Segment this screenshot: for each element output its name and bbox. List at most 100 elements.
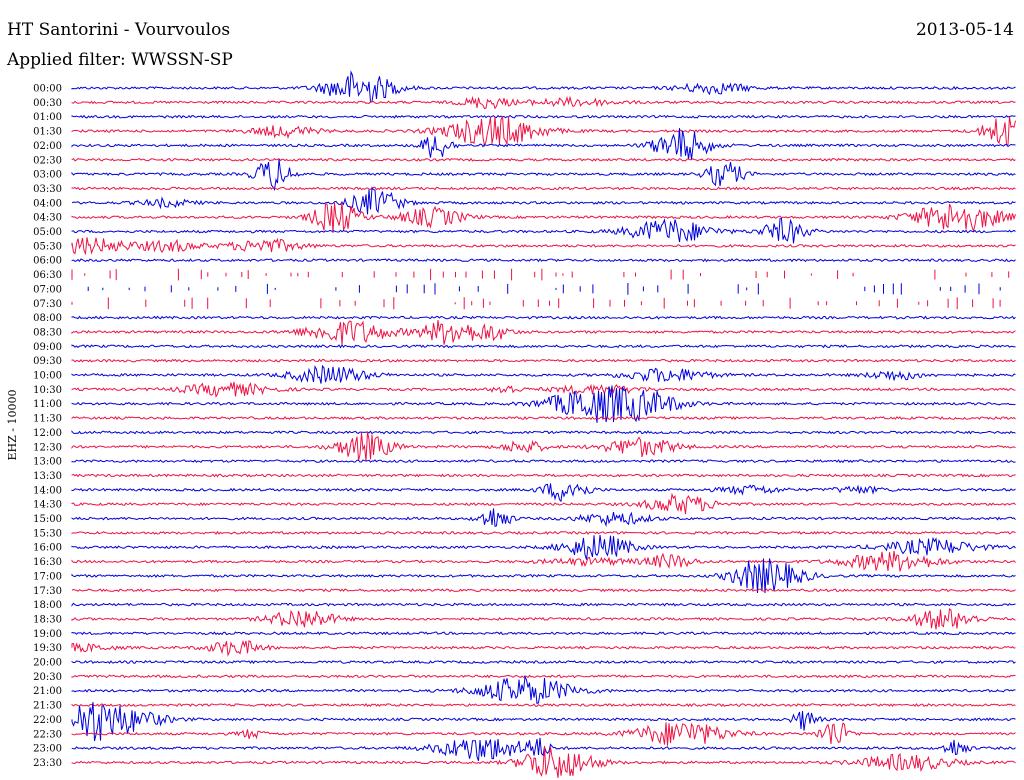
trace-line bbox=[71, 588, 1016, 593]
trace-line bbox=[71, 639, 1016, 657]
trace-line bbox=[87, 283, 1001, 295]
time-label: 13:30 bbox=[33, 471, 62, 482]
y-axis-label: EHZ - 10000 bbox=[6, 390, 19, 461]
trace-line bbox=[71, 364, 1016, 384]
trace-line bbox=[71, 114, 1016, 119]
trace-line bbox=[71, 602, 1016, 607]
time-label: 18:00 bbox=[33, 600, 62, 611]
trace-line bbox=[71, 473, 1016, 478]
filter-label: Applied filter: bbox=[7, 50, 126, 70]
trace-line bbox=[71, 508, 1016, 528]
trace-line bbox=[71, 201, 1016, 234]
time-label: 17:30 bbox=[33, 586, 62, 597]
trace-line bbox=[71, 358, 1016, 363]
time-label: 00:30 bbox=[33, 98, 62, 109]
time-label: 19:00 bbox=[33, 629, 62, 640]
time-label: 04:00 bbox=[33, 198, 62, 209]
trace-line bbox=[71, 115, 1016, 148]
trace-line bbox=[71, 385, 1016, 423]
time-label: 07:30 bbox=[33, 299, 62, 310]
time-label: 20:00 bbox=[33, 658, 62, 669]
time-label: 14:30 bbox=[33, 500, 62, 511]
time-label: 23:30 bbox=[33, 758, 62, 769]
time-label: 06:00 bbox=[33, 256, 62, 267]
trace-line bbox=[71, 70, 1016, 103]
time-label: 02:30 bbox=[33, 155, 62, 166]
trace-line bbox=[71, 492, 1016, 515]
time-label: 15:30 bbox=[33, 528, 62, 539]
time-labels: 00:00 00:30 01:00 01:30 02:00 02:30 03:00 03:30… bbox=[33, 84, 62, 769]
trace-line bbox=[71, 674, 1016, 679]
trace-line bbox=[71, 381, 1016, 398]
trace-line bbox=[71, 722, 1016, 746]
time-label: 22:30 bbox=[33, 729, 62, 740]
record-date: 2013-05-14 bbox=[915, 20, 1014, 40]
time-label: 18:30 bbox=[33, 614, 62, 625]
trace-line bbox=[71, 186, 1016, 191]
trace-line bbox=[71, 737, 1016, 761]
time-label: 10:30 bbox=[33, 385, 62, 396]
time-label: 05:30 bbox=[33, 241, 62, 252]
time-label: 08:30 bbox=[33, 327, 62, 338]
trace-line bbox=[71, 702, 1016, 742]
time-label: 07:00 bbox=[33, 284, 62, 295]
time-label: 06:30 bbox=[33, 270, 62, 281]
filter-line: Applied filter: WWSSN-SP bbox=[7, 50, 233, 70]
time-label: 21:00 bbox=[33, 686, 62, 697]
trace-line bbox=[71, 320, 1016, 346]
time-label: 01:00 bbox=[33, 112, 62, 123]
time-label: 05:00 bbox=[33, 227, 62, 238]
trace-line bbox=[71, 95, 1016, 110]
time-label: 02:00 bbox=[33, 141, 62, 152]
time-label: 10:00 bbox=[33, 371, 62, 382]
filter-value: WWSSN-SP bbox=[131, 50, 233, 70]
trace-line bbox=[71, 660, 1016, 665]
time-label: 13:00 bbox=[33, 457, 62, 468]
time-label: 21:30 bbox=[33, 701, 62, 712]
trace-line bbox=[71, 534, 1016, 560]
time-label: 00:00 bbox=[33, 84, 62, 95]
trace-line bbox=[71, 237, 1016, 256]
time-label: 19:30 bbox=[33, 643, 62, 654]
time-label: 03:30 bbox=[33, 184, 62, 195]
time-label: 15:00 bbox=[33, 514, 62, 525]
time-label: 09:30 bbox=[33, 356, 62, 367]
trace-line bbox=[71, 416, 1016, 421]
time-label: 01:30 bbox=[33, 127, 62, 138]
trace-line bbox=[71, 483, 1016, 503]
time-label: 20:30 bbox=[33, 672, 62, 683]
trace-line bbox=[71, 745, 1016, 778]
trace-line bbox=[71, 530, 1016, 535]
time-label: 11:00 bbox=[33, 399, 62, 410]
trace-line bbox=[71, 344, 1016, 349]
station-title: HT Santorini - Vourvoulos bbox=[7, 20, 231, 40]
trace-line bbox=[71, 550, 1016, 572]
time-label: 12:00 bbox=[33, 428, 62, 439]
trace-line bbox=[71, 268, 1010, 281]
time-label: 11:30 bbox=[33, 414, 62, 425]
trace-line bbox=[71, 631, 1016, 636]
trace-line bbox=[71, 430, 1016, 435]
time-label: 03:00 bbox=[33, 170, 62, 181]
time-label: 09:00 bbox=[33, 342, 62, 353]
trace-line bbox=[71, 186, 1016, 215]
trace-rows bbox=[71, 70, 1016, 778]
trace-line bbox=[71, 558, 1016, 594]
time-label: 12:30 bbox=[33, 442, 62, 453]
time-label: 08:00 bbox=[33, 313, 62, 324]
trace-line bbox=[71, 431, 1016, 462]
time-label: 23:00 bbox=[33, 744, 62, 755]
trace-line bbox=[71, 159, 1016, 192]
trace-line bbox=[71, 297, 1001, 310]
trace-line bbox=[71, 258, 1016, 263]
trace-line bbox=[71, 128, 1016, 160]
time-label: 14:00 bbox=[33, 485, 62, 496]
time-label: 16:30 bbox=[33, 557, 62, 568]
trace-line bbox=[71, 607, 1016, 630]
time-label: 04:30 bbox=[33, 213, 62, 224]
trace-line bbox=[71, 674, 1016, 705]
trace-line bbox=[71, 217, 1016, 244]
trace-line bbox=[71, 703, 1016, 708]
trace-line bbox=[71, 315, 1016, 320]
